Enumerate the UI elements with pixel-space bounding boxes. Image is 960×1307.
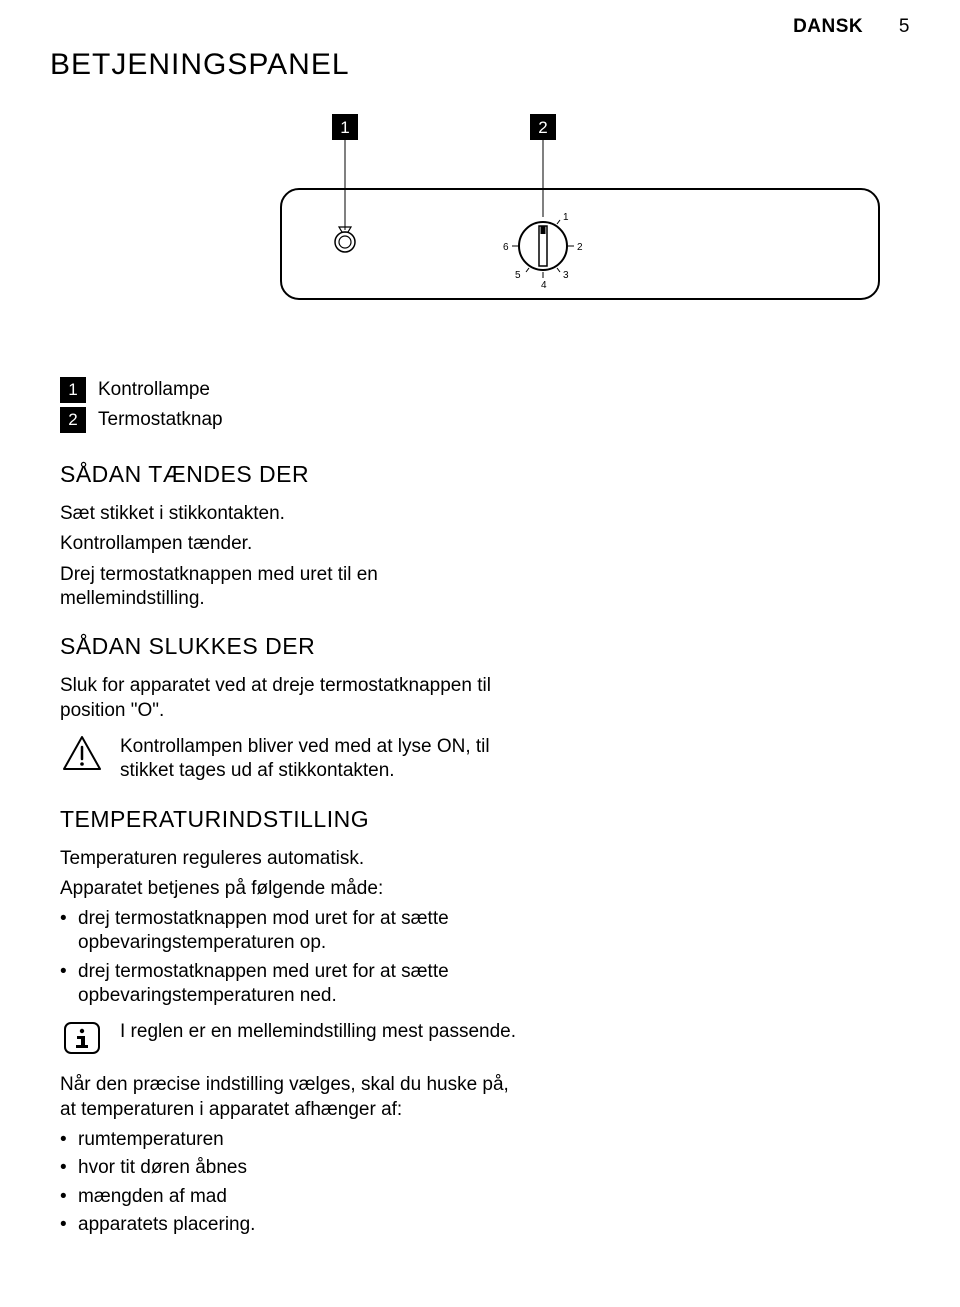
thermostat-knob-icon: 1 2 3 4 5 6 bbox=[503, 212, 583, 291]
callout-2: 2 bbox=[538, 118, 547, 137]
bullet-item: hvor tit døren åbnes bbox=[60, 1156, 520, 1180]
warning-note: Kontrollampen bliver ved med at lyse ON,… bbox=[60, 735, 520, 784]
body-text: Når den præcise indstilling vælges, skal… bbox=[60, 1073, 520, 1122]
bullet-item: apparatets placering. bbox=[60, 1213, 520, 1237]
bullet-list: drej termostatknappen mod uret for at sæ… bbox=[60, 907, 520, 1008]
warning-text: Kontrollampen bliver ved med at lyse ON,… bbox=[120, 735, 520, 784]
svg-text:2: 2 bbox=[577, 242, 583, 253]
body-text: Sæt stikket i stikkontakten. bbox=[60, 502, 520, 526]
svg-text:1: 1 bbox=[563, 212, 569, 223]
body-text: Temperaturen reguleres automatisk. bbox=[60, 847, 520, 871]
diagram-legend: 1 Kontrollampe 2 Termostatknap bbox=[60, 377, 520, 433]
info-note: I reglen er en mellemindstilling mest pa… bbox=[60, 1020, 520, 1061]
legend-number: 2 bbox=[60, 407, 86, 433]
section-heading-turn-off: SÅDAN SLUKKES DER bbox=[60, 633, 520, 660]
legend-label: Kontrollampe bbox=[98, 379, 210, 401]
svg-text:5: 5 bbox=[515, 270, 521, 281]
svg-text:3: 3 bbox=[563, 270, 569, 281]
page-title: BETJENINGSPANEL bbox=[50, 48, 910, 82]
body-text: Sluk for apparatet ved at dreje termosta… bbox=[60, 674, 520, 723]
legend-label: Termostatknap bbox=[98, 409, 223, 431]
body-text: Drej termostatknappen med uret til en me… bbox=[60, 563, 520, 612]
bullet-list: rumtemperaturen hvor tit døren åbnes mæn… bbox=[60, 1128, 520, 1237]
language-label: DANSK bbox=[793, 16, 863, 37]
svg-text:6: 6 bbox=[503, 242, 509, 253]
info-text: I reglen er en mellemindstilling mest pa… bbox=[120, 1020, 516, 1044]
bullet-item: drej termostatknappen med uret for at sæ… bbox=[60, 960, 520, 1009]
indicator-lamp-icon bbox=[335, 227, 355, 252]
body-text: Apparatet betjenes på følgende måde: bbox=[60, 877, 520, 901]
callout-1: 1 bbox=[340, 118, 349, 137]
legend-number: 1 bbox=[60, 377, 86, 403]
warning-icon bbox=[62, 735, 102, 776]
content-column: 1 Kontrollampe 2 Termostatknap SÅDAN TÆN… bbox=[60, 377, 520, 1237]
section-heading-turn-on: SÅDAN TÆNDES DER bbox=[60, 461, 520, 488]
page-header-right: DANSK 5 bbox=[793, 16, 910, 38]
svg-text:4: 4 bbox=[541, 280, 547, 291]
bullet-item: drej termostatknappen mod uret for at sæ… bbox=[60, 907, 520, 956]
info-icon bbox=[62, 1020, 102, 1061]
body-text: Kontrollampen tænder. bbox=[60, 532, 520, 556]
bullet-item: mængden af mad bbox=[60, 1185, 520, 1209]
bullet-item: rumtemperaturen bbox=[60, 1128, 520, 1152]
control-panel-diagram: 1 2 1 2 3 4 5 6 bbox=[280, 114, 900, 329]
legend-row: 2 Termostatknap bbox=[60, 407, 520, 433]
page-number: 5 bbox=[899, 16, 910, 38]
section-heading-temperature: TEMPERATURINDSTILLING bbox=[60, 806, 520, 833]
legend-row: 1 Kontrollampe bbox=[60, 377, 520, 403]
